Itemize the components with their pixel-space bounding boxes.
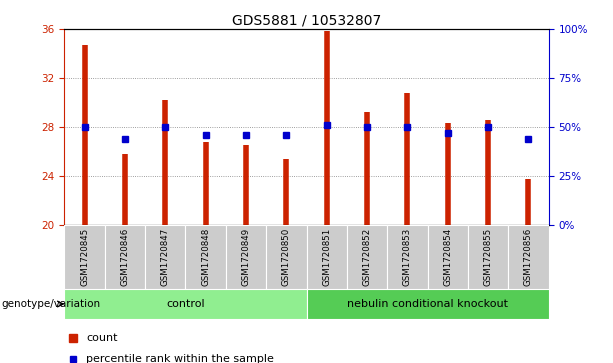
Text: GSM1720846: GSM1720846 [120, 228, 129, 286]
Text: genotype/variation: genotype/variation [1, 299, 101, 309]
Text: GSM1720849: GSM1720849 [242, 228, 251, 286]
FancyBboxPatch shape [64, 225, 105, 289]
FancyBboxPatch shape [347, 225, 387, 289]
FancyBboxPatch shape [427, 225, 468, 289]
FancyBboxPatch shape [306, 225, 347, 289]
FancyBboxPatch shape [64, 289, 306, 319]
Text: GSM1720855: GSM1720855 [484, 228, 493, 286]
FancyBboxPatch shape [185, 225, 226, 289]
Text: GSM1720853: GSM1720853 [403, 228, 412, 286]
FancyBboxPatch shape [387, 225, 427, 289]
Text: GSM1720847: GSM1720847 [161, 228, 170, 286]
Text: GSM1720851: GSM1720851 [322, 228, 331, 286]
FancyBboxPatch shape [145, 225, 185, 289]
Title: GDS5881 / 10532807: GDS5881 / 10532807 [232, 14, 381, 28]
Text: GSM1720854: GSM1720854 [443, 228, 452, 286]
Text: count: count [86, 333, 118, 343]
Text: percentile rank within the sample: percentile rank within the sample [86, 354, 274, 363]
FancyBboxPatch shape [266, 225, 306, 289]
Text: GSM1720852: GSM1720852 [362, 228, 371, 286]
Text: GSM1720845: GSM1720845 [80, 228, 89, 286]
FancyBboxPatch shape [306, 289, 549, 319]
Text: GSM1720848: GSM1720848 [201, 228, 210, 286]
FancyBboxPatch shape [468, 225, 508, 289]
FancyBboxPatch shape [105, 225, 145, 289]
FancyBboxPatch shape [508, 225, 549, 289]
Text: control: control [166, 299, 205, 309]
FancyBboxPatch shape [226, 225, 266, 289]
Text: GSM1720850: GSM1720850 [282, 228, 291, 286]
Text: GSM1720856: GSM1720856 [524, 228, 533, 286]
Text: nebulin conditional knockout: nebulin conditional knockout [347, 299, 508, 309]
